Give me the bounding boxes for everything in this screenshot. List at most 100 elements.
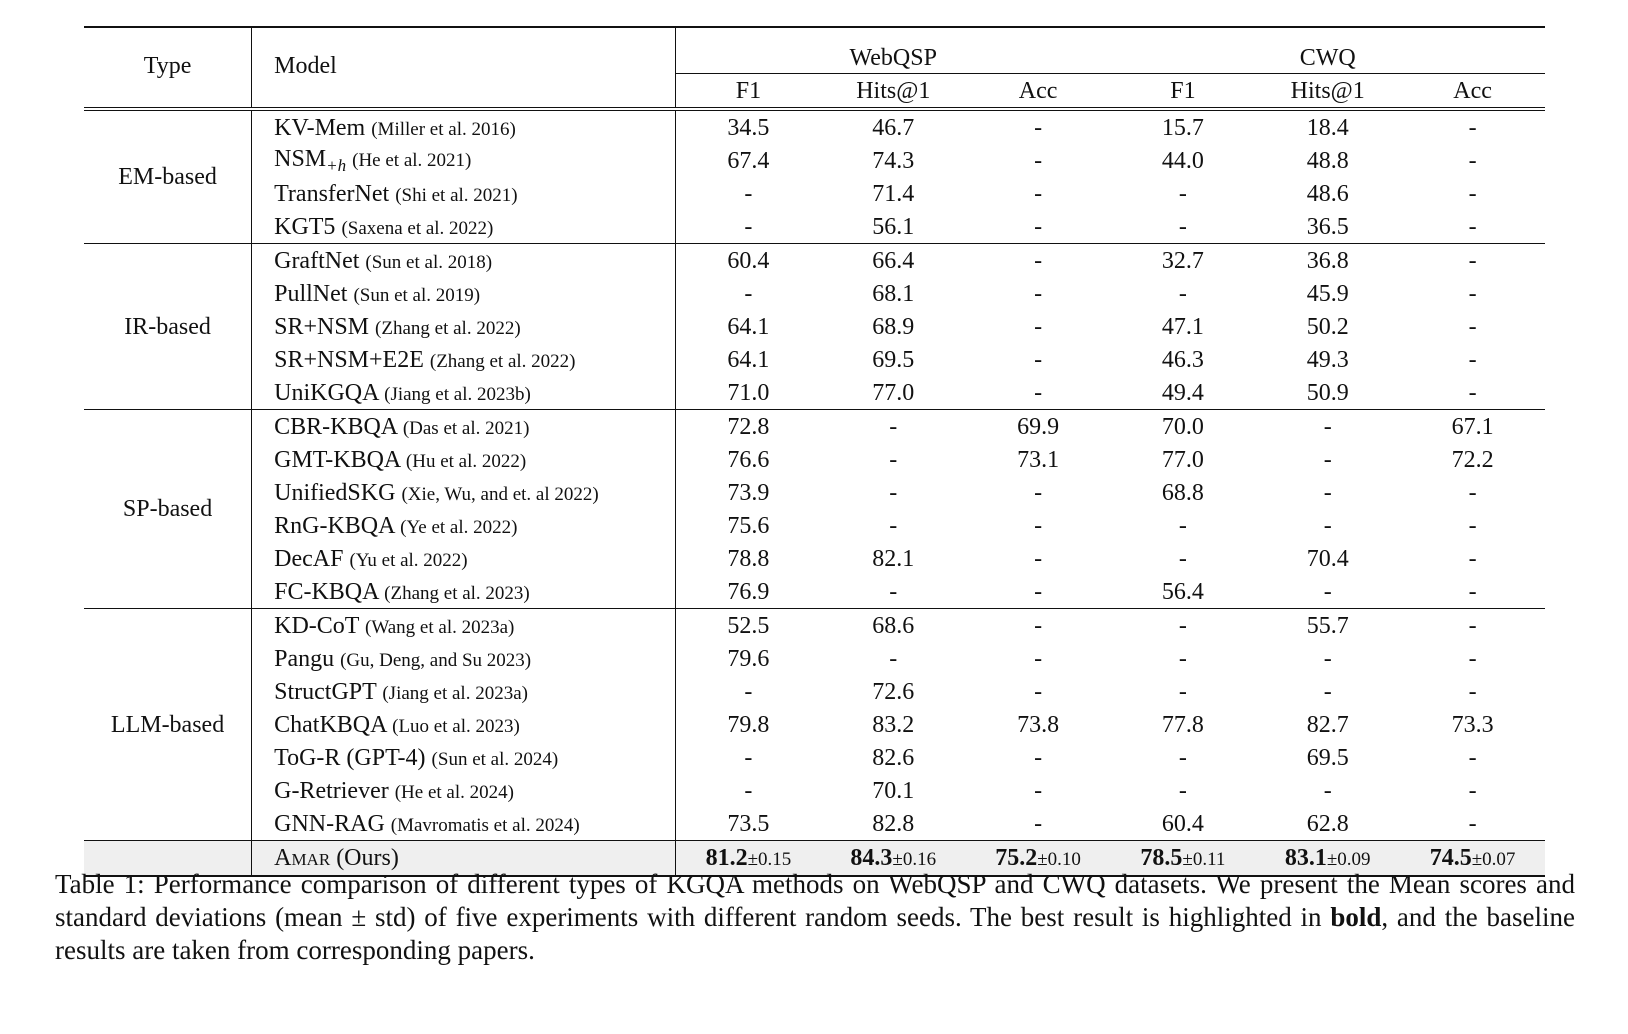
model-citation: (Sun et al. 2018) <box>365 251 493 273</box>
value-cell: - <box>1034 645 1043 672</box>
value-cell: 82.1 <box>872 545 915 572</box>
header-metric: Acc <box>965 73 1111 111</box>
value-cell: - <box>889 446 898 473</box>
ours-mean: 81.2 <box>705 845 748 871</box>
value-cell: 70.0 <box>1161 413 1204 440</box>
value-cell: - <box>1323 645 1332 672</box>
caption-bold-word: bold <box>1330 902 1382 932</box>
value-cell: 83.2 <box>872 711 915 738</box>
value-cell: - <box>1034 678 1043 705</box>
value-cell: - <box>1323 479 1332 506</box>
value-cell: - <box>965 807 1111 841</box>
value-cell: 67.1 <box>1451 413 1494 440</box>
ours-value-cell: 83.1±0.09 <box>1255 840 1401 877</box>
ours-value-cell: 81.2±0.15 <box>675 840 821 877</box>
value-cell: 79.6 <box>727 645 770 672</box>
model-subscript: +h <box>326 156 347 175</box>
value-cell: - <box>1468 280 1477 307</box>
table-body: EM-based KV-Mem (Miller et al. 2016) 34.5 4… <box>84 109 1545 877</box>
value-cell: - <box>1400 575 1545 609</box>
value-cell: - <box>1323 512 1332 539</box>
caption-text: Table 1: Performance comparison of diffe… <box>55 869 1575 932</box>
model-name: RnG-KBQA <box>274 512 395 539</box>
value-cell: - <box>1034 744 1043 771</box>
value-cell: - <box>1178 545 1187 572</box>
value-cell: - <box>1110 210 1256 244</box>
value-cell: 77.0 <box>1161 446 1204 473</box>
value-cell: - <box>1034 545 1043 572</box>
value-cell: - <box>965 575 1111 609</box>
value-cell: 69.5 <box>1306 744 1349 771</box>
model-cell: UniKGQA (Jiang et al. 2023b) <box>251 376 677 410</box>
results-table-container: Type Model WebQSP CWQ F1 Hits@1 Acc F1 H… <box>84 26 1545 877</box>
ours-model-suffix: (Ours) <box>330 845 399 871</box>
table-row: SP-based CBR-KBQA (Das et al. 2021) 72.8-6… <box>84 409 1545 609</box>
value-cell: - <box>1323 413 1332 440</box>
header-model: Model <box>251 27 677 111</box>
model-name: KD-CoT <box>274 612 359 639</box>
table-row: FC-KBQA (Zhang et al. 2023) 76.9- -56.4- - <box>84 575 1545 609</box>
model-cell: FC-KBQA (Zhang et al. 2023) <box>251 575 677 609</box>
value-cell: - <box>744 280 753 307</box>
value-cell: 72.6 <box>872 678 915 705</box>
model-cell: PullNet (Sun et al. 2019) <box>251 277 677 310</box>
ours-std: ±0.15 <box>747 849 792 870</box>
value-cell: - <box>1034 612 1043 639</box>
ours-std: ±0.10 <box>1037 849 1081 870</box>
value-cell: - <box>965 210 1111 244</box>
model-citation: (Miller et al. 2016) <box>371 118 516 140</box>
value-cell: - <box>1034 479 1043 506</box>
table-row: GMT-KBQA (Hu et al. 2022) 76.6 - 73.1 77.0 - 7… <box>84 443 1545 476</box>
model-name: TransferNet <box>274 180 390 207</box>
model-citation: (Luo et al. 2023) <box>392 715 520 737</box>
model-citation: (He et al. 2021) <box>352 150 472 171</box>
value-cell: 46.7 <box>872 114 915 141</box>
value-cell: 69.5 <box>872 346 915 373</box>
table-row: LLM-based KD-CoT (Wang et al. 2023a) 52.5 6… <box>84 608 1545 841</box>
model-citation: (Wang et al. 2023a) <box>365 616 515 638</box>
group-type-label: IR-based <box>84 243 253 410</box>
header-metric: Acc <box>1400 73 1545 111</box>
model-cell: KV-Mem (Miller et al. 2016) <box>251 109 677 144</box>
value-cell: 73.9 <box>727 479 770 506</box>
value-cell: 15.7 <box>1161 114 1204 141</box>
value-cell: - <box>1034 114 1043 141</box>
value-cell: 18.4 <box>1306 114 1349 141</box>
value-cell: - <box>1178 612 1187 639</box>
model-cell: G-Retriever (He et al. 2024) <box>251 774 677 807</box>
ours-model-name: Amar <box>274 845 331 871</box>
ours-std: ±0.09 <box>1326 849 1371 870</box>
value-cell: 82.8 <box>820 807 966 841</box>
value-cell: - <box>1034 247 1043 274</box>
value-cell: - <box>1034 777 1043 804</box>
value-cell: - <box>1468 512 1477 539</box>
group-type-label: SP-based <box>84 409 253 609</box>
value-cell: 73.1 <box>1017 446 1060 473</box>
value-cell: - <box>820 575 966 609</box>
value-cell: 48.8 <box>1306 147 1349 174</box>
model-name: GMT-KBQA <box>274 446 400 473</box>
value-cell: - <box>1323 446 1332 473</box>
model-citation: (Sun et al. 2019) <box>353 284 481 306</box>
value-cell: - <box>1034 512 1043 539</box>
table-row: GNN-RAG (Mavromatis et al. 2024) 73.5 82.8… <box>84 807 1545 841</box>
caption-text-end: , and the baseline results are taken fro… <box>55 902 1575 965</box>
table-row: StructGPT (Jiang et al. 2023a) - 72.6 - - - - <box>84 675 1545 708</box>
value-cell: 82.6 <box>872 744 915 771</box>
value-cell: - <box>1468 545 1477 572</box>
table-row: NSM+h (He et al. 2021) 67.4 74.3 - 44.0 48.8 - <box>84 144 1545 177</box>
value-cell: 66.4 <box>872 247 915 274</box>
model-cell: GNN-RAG (Mavromatis et al. 2024) <box>251 807 677 841</box>
value-cell: 64.1 <box>727 346 770 373</box>
ours-mean: 84.3 <box>850 845 893 871</box>
table-row: PullNet (Sun et al. 2019) - 68.1 - - 45.9 - <box>84 277 1545 310</box>
value-cell: 72.8 <box>727 413 770 440</box>
value-cell: - <box>1468 180 1477 207</box>
model-citation: (Gu, Deng, and Su 2023) <box>340 649 532 671</box>
model-cell: KD-CoT (Wang et al. 2023a) <box>251 608 677 642</box>
value-cell: - <box>1468 114 1477 141</box>
model-citation: (Zhang et al. 2023) <box>384 582 530 604</box>
header-cwq: CWQ <box>1110 27 1545 74</box>
value-cell: 73.8 <box>1017 711 1060 738</box>
value-cell: 78.8 <box>727 545 770 572</box>
